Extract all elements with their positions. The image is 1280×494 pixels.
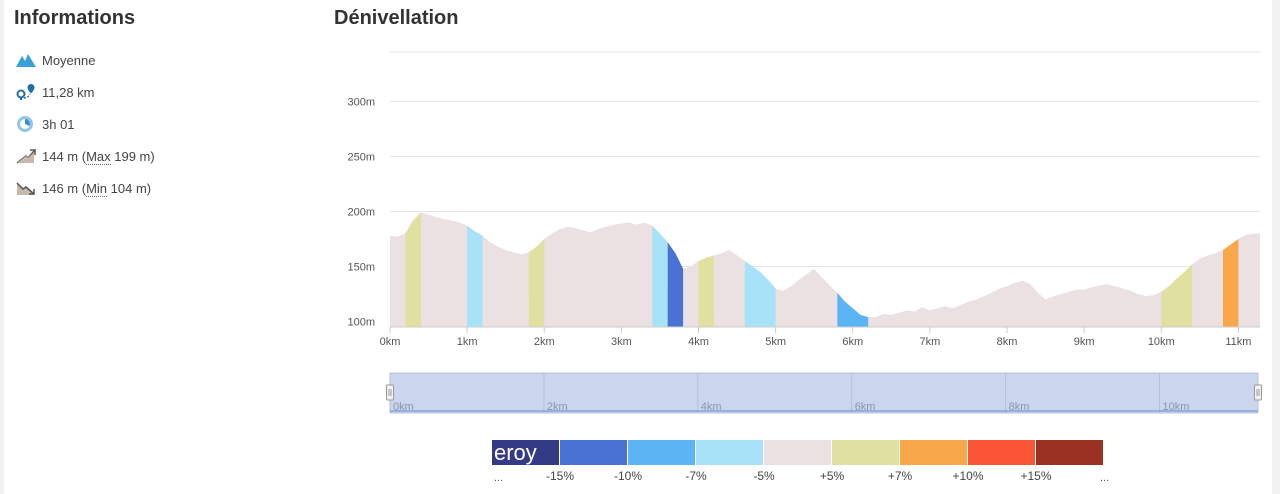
descent-row: 146 m (Min 104 m) [14, 178, 151, 198]
y-tick-label: 150m [347, 262, 375, 274]
slope-segment [667, 242, 684, 327]
x-tick-label: 0km [380, 336, 401, 348]
legend-swatch [764, 440, 832, 465]
slope-segment [698, 255, 714, 327]
descent-min-label: Min [86, 180, 108, 197]
x-tick-label: 5km [765, 336, 786, 348]
chart-navigator[interactable]: 0km 2km 4km 6km 8km 10km [380, 368, 1265, 418]
legend-swatch [560, 440, 628, 465]
y-tick-label: 200m [347, 207, 375, 219]
x-tick-label: 8km [997, 336, 1018, 348]
ascent-max-value: 199 m) [110, 148, 155, 164]
slope-segment [1222, 239, 1239, 327]
legend-swatch [900, 440, 968, 465]
difficulty-row: Moyenne [14, 50, 95, 70]
navigator-tick-label: 0km [393, 401, 414, 413]
left-border [0, 0, 4, 494]
descent-icon [16, 178, 40, 198]
legend-swatch [968, 440, 1036, 465]
elevation-chart: 100m 150m 200m 250m 300m 0km 1km 2km 3km 4km 5km 6k… [347, 51, 1260, 348]
x-tick-label: 11km [1225, 336, 1251, 348]
legend-swatch [1036, 440, 1104, 465]
slope-segment [837, 292, 869, 327]
descent-value: 146 m ( [42, 180, 87, 196]
legend-label: +10% [952, 469, 984, 483]
slope-legend: eroy ... -15% -10% -7% -5% +5% +7% +10% +15%... [492, 440, 1112, 490]
legend-label: -5% [753, 469, 775, 483]
right-border [1272, 0, 1280, 494]
distance-row: 11,28 km [14, 82, 95, 102]
descent-min-value: 104 m) [107, 180, 152, 196]
y-tick-label: 300m [347, 97, 375, 109]
y-tick-label: 250m [347, 152, 375, 164]
informations-title: Informations [14, 7, 136, 29]
legend-swatch [696, 440, 764, 465]
ascent-max-label: Max [86, 148, 111, 165]
legend-swatch: eroy [492, 440, 560, 465]
legend-swatch [832, 440, 900, 465]
navigator-tick-label: 2km [547, 401, 568, 413]
navigator-tick-label: 6km [855, 401, 876, 413]
navigator-tick-label: 4km [701, 401, 722, 413]
navigator-window [389, 372, 1259, 414]
slope-segment [744, 261, 776, 327]
ascent-icon [16, 146, 40, 166]
distance-text: 11,28 km [42, 84, 95, 100]
x-tick-label: 9km [1074, 336, 1095, 348]
duration-row: 3h 01 [14, 114, 75, 134]
legend-label: -7% [685, 469, 707, 483]
legend-label: ... [494, 472, 504, 484]
ascent-row: 144 m (Max 199 m) [14, 146, 155, 166]
x-tick-label: 4km [688, 336, 709, 348]
slope-segment [528, 239, 545, 327]
legend-label: +5% [819, 469, 845, 483]
slope-segment [405, 212, 421, 327]
navigator-tick-label: 8km [1009, 401, 1030, 413]
legend-swatch [628, 440, 696, 465]
legend-label: ... [1100, 472, 1110, 484]
legend-label: +7% [887, 469, 913, 483]
y-tick-label: 100m [347, 317, 375, 329]
slope-segment [467, 225, 483, 327]
navigator-handle-right[interactable] [1254, 384, 1262, 401]
duration-text: 3h 01 [42, 116, 75, 132]
legend-label: -10% [613, 469, 643, 483]
x-tick-label: 10km [1148, 336, 1175, 348]
navigator-handle-left[interactable] [386, 384, 394, 401]
clock-icon [16, 114, 40, 134]
elevation-title: Dénivellation [334, 7, 459, 29]
legend-color-bar: eroy [492, 440, 1104, 465]
x-tick-label: 1km [457, 336, 478, 348]
slope-segment [652, 225, 668, 327]
slope-segment [1161, 264, 1193, 327]
legend-first-label: eroy [494, 440, 537, 465]
elevation-area [390, 212, 1260, 327]
x-tick-label: 6km [842, 336, 863, 348]
mountain-icon [16, 50, 40, 70]
route-pin-icon [16, 82, 40, 102]
x-tick-label: 3km [611, 336, 632, 348]
ascent-value: 144 m ( [42, 148, 87, 164]
difficulty-text: Moyenne [42, 52, 96, 68]
navigator-tick-label: 10km [1163, 401, 1190, 413]
x-tick-label: 7km [920, 336, 941, 348]
legend-label: -15% [545, 469, 575, 483]
x-tick-label: 2km [534, 336, 555, 348]
legend-label: +15% [1020, 469, 1052, 483]
